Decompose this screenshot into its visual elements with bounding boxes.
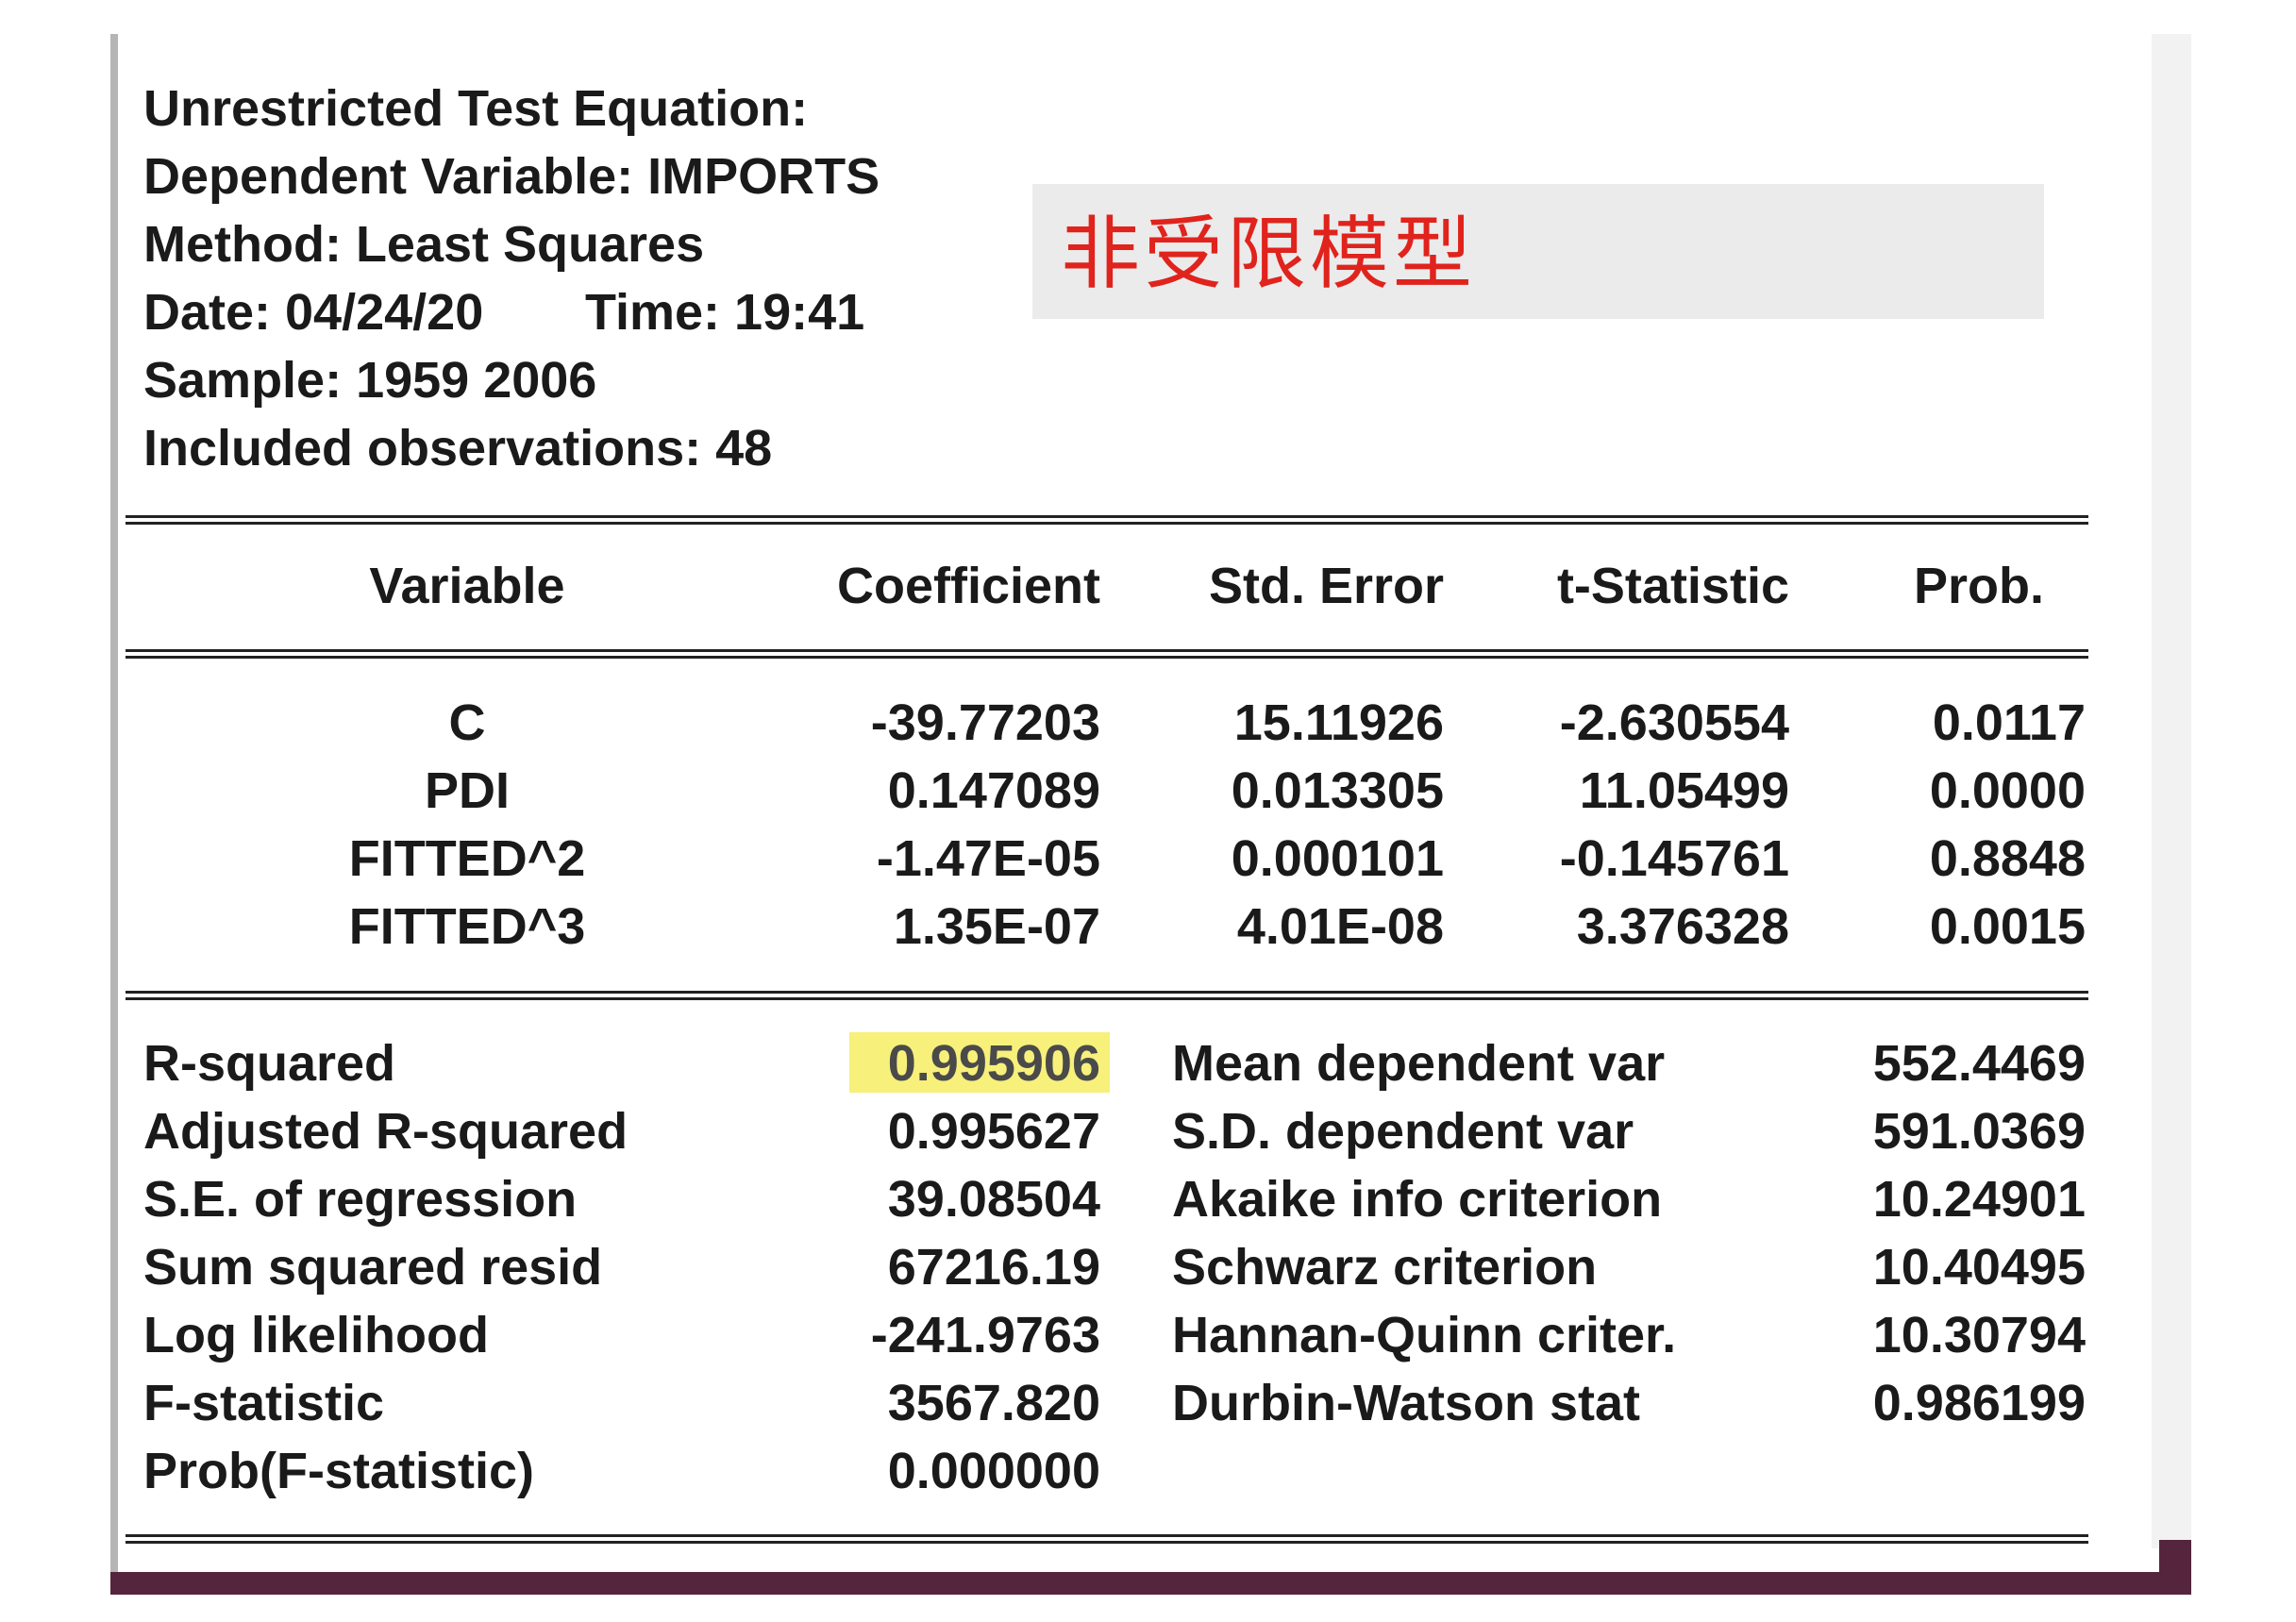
annotation-label-box: 非受限模型 — [1032, 184, 2044, 319]
stat-value: 0.000000 — [887, 1443, 1100, 1499]
slide-bottom-bar — [110, 1572, 2191, 1595]
cell-prob: 0.0015 — [1929, 898, 2086, 955]
cell-std-error: 0.013305 — [1231, 762, 1444, 819]
estimation-date: Date: 04/24/20 — [143, 284, 484, 341]
table-header-rule — [126, 649, 2088, 659]
estimation-method: Method: Least Squares — [143, 216, 705, 273]
cell-t-statistic: 11.05499 — [1579, 762, 1789, 819]
cell-t-statistic: -0.145761 — [1559, 830, 1789, 887]
stat-label: Mean dependent var — [1172, 1035, 1666, 1092]
stat-label: Akaike info criterion — [1172, 1171, 1663, 1228]
r-squared-highlight — [849, 1032, 1110, 1093]
cell-variable: FITTED^2 — [348, 830, 586, 887]
left-border — [110, 34, 118, 1572]
stat-label: Adjusted R-squared — [143, 1103, 628, 1160]
column-header-prob: Prob. — [1913, 558, 2044, 614]
cell-prob: 0.8848 — [1929, 830, 2086, 887]
stat-value: 10.40495 — [1872, 1239, 2086, 1296]
column-header-std-error: Std. Error — [1208, 558, 1444, 614]
stat-value: 0.995906 — [887, 1035, 1100, 1092]
cell-variable: C — [448, 694, 486, 751]
cell-coefficient: 0.147089 — [887, 762, 1100, 819]
cell-coefficient: -39.77203 — [870, 694, 1100, 751]
stat-label: Log likelihood — [143, 1307, 489, 1363]
table-top-rule — [126, 515, 2088, 525]
cell-variable: PDI — [424, 762, 511, 819]
stat-value: 552.4469 — [1872, 1035, 2086, 1092]
stat-value: 10.24901 — [1872, 1171, 2086, 1228]
stat-value: 591.0369 — [1872, 1103, 2086, 1160]
column-header-variable: Variable — [369, 558, 565, 614]
stat-value: 0.986199 — [1872, 1375, 2086, 1431]
column-header-t-statistic: t-Statistic — [1556, 558, 1789, 614]
cell-prob: 0.0117 — [1932, 694, 2086, 751]
stat-label: S.D. dependent var — [1172, 1103, 1634, 1160]
cell-coefficient: 1.35E-07 — [893, 898, 1100, 955]
cell-variable: FITTED^3 — [348, 898, 586, 955]
stat-label: Durbin-Watson stat — [1172, 1375, 1640, 1431]
cell-std-error: 15.11926 — [1233, 694, 1444, 751]
cell-coefficient: -1.47E-05 — [876, 830, 1100, 887]
slide-corner-block — [2159, 1540, 2191, 1595]
stat-value: 67216.19 — [887, 1239, 1100, 1296]
stat-value: 0.995627 — [887, 1103, 1100, 1160]
stat-label: F-statistic — [143, 1375, 385, 1431]
cell-prob: 0.0000 — [1929, 762, 2086, 819]
right-shadow — [2152, 34, 2191, 1548]
table-bottom-rule — [126, 1534, 2088, 1544]
stat-value: 3567.820 — [887, 1375, 1100, 1431]
stat-label: Prob(F-statistic) — [143, 1443, 535, 1499]
stat-value: 10.30794 — [1872, 1307, 2086, 1363]
dependent-variable: Dependent Variable: IMPORTS — [143, 148, 880, 205]
included-observations: Included observations: 48 — [143, 420, 773, 477]
cell-t-statistic: 3.376328 — [1576, 898, 1789, 955]
stat-value: -241.9763 — [870, 1307, 1100, 1363]
stat-label: Hannan-Quinn criter. — [1172, 1307, 1677, 1363]
stat-label: S.E. of regression — [143, 1171, 578, 1228]
column-header-coefficient: Coefficient — [836, 558, 1100, 614]
cell-t-statistic: -2.630554 — [1559, 694, 1789, 751]
equation-title: Unrestricted Test Equation: — [143, 80, 809, 137]
sample-range: Sample: 1959 2006 — [143, 352, 597, 409]
stat-label: Schwarz criterion — [1172, 1239, 1598, 1296]
stat-value: 39.08504 — [887, 1171, 1100, 1228]
stat-label: R-squared — [143, 1035, 396, 1092]
stat-label: Sum squared resid — [143, 1239, 603, 1296]
cell-std-error: 0.000101 — [1231, 830, 1444, 887]
cell-std-error: 4.01E-08 — [1236, 898, 1444, 955]
annotation-label: 非受限模型 — [1061, 208, 1477, 300]
estimation-time: Time: 19:41 — [585, 284, 865, 341]
table-body-rule — [126, 991, 2088, 1000]
